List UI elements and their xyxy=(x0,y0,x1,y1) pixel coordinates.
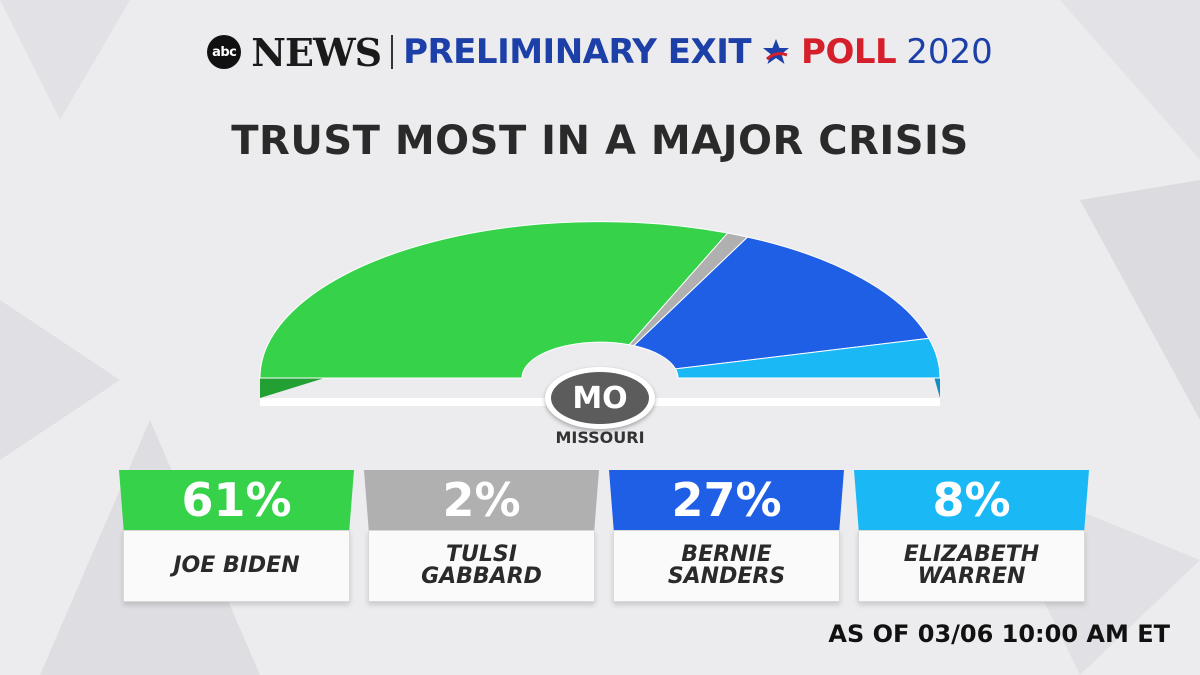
candidate-card-sanders: 27% BERNIE SANDERS xyxy=(609,470,844,605)
candidate-card-gabbard: 2% TULSI GABBARD xyxy=(364,470,599,605)
state-code: MO xyxy=(551,372,649,424)
percent-label: 2% xyxy=(364,470,599,530)
slice-sanders xyxy=(632,236,930,370)
news-wordmark: NEWS xyxy=(251,29,382,75)
candidate-card-biden: 61% JOE BIDEN xyxy=(119,470,354,605)
abc-logo: abc xyxy=(207,35,242,69)
candidate-name: ELIZABETH WARREN xyxy=(858,530,1085,602)
candidate-name: TULSI GABBARD xyxy=(368,530,595,602)
poll-text: POLL xyxy=(801,32,897,72)
header-divider xyxy=(391,35,394,69)
candidate-name: BERNIE SANDERS xyxy=(613,530,840,602)
state-name: MISSOURI xyxy=(555,428,645,447)
abc-exit-poll-header: abc NEWS PRELIMINARY EXIT POLL 2020 xyxy=(0,28,1200,76)
slice-warren xyxy=(674,337,941,379)
chart-title: TRUST MOST IN A MAJOR CRISIS xyxy=(231,118,969,164)
percent-label: 8% xyxy=(854,470,1089,530)
percent-label: 27% xyxy=(609,470,844,530)
percent-label: 61% xyxy=(119,470,354,530)
year-text: 2020 xyxy=(906,32,993,72)
candidate-card-warren: 8% ELIZABETH WARREN xyxy=(854,470,1089,605)
state-badge: MO xyxy=(544,366,656,430)
candidate-name: JOE BIDEN xyxy=(123,530,350,602)
candidate-cards: 61% JOE BIDEN 2% TULSI GABBARD 27% BERNIE SAN… xyxy=(119,470,1091,605)
timestamp: AS OF 03/06 10:00 AM ET xyxy=(828,620,1170,648)
slice-biden xyxy=(259,221,729,379)
star-icon xyxy=(763,39,790,64)
preliminary-exit-text: PRELIMINARY EXIT xyxy=(403,32,752,72)
